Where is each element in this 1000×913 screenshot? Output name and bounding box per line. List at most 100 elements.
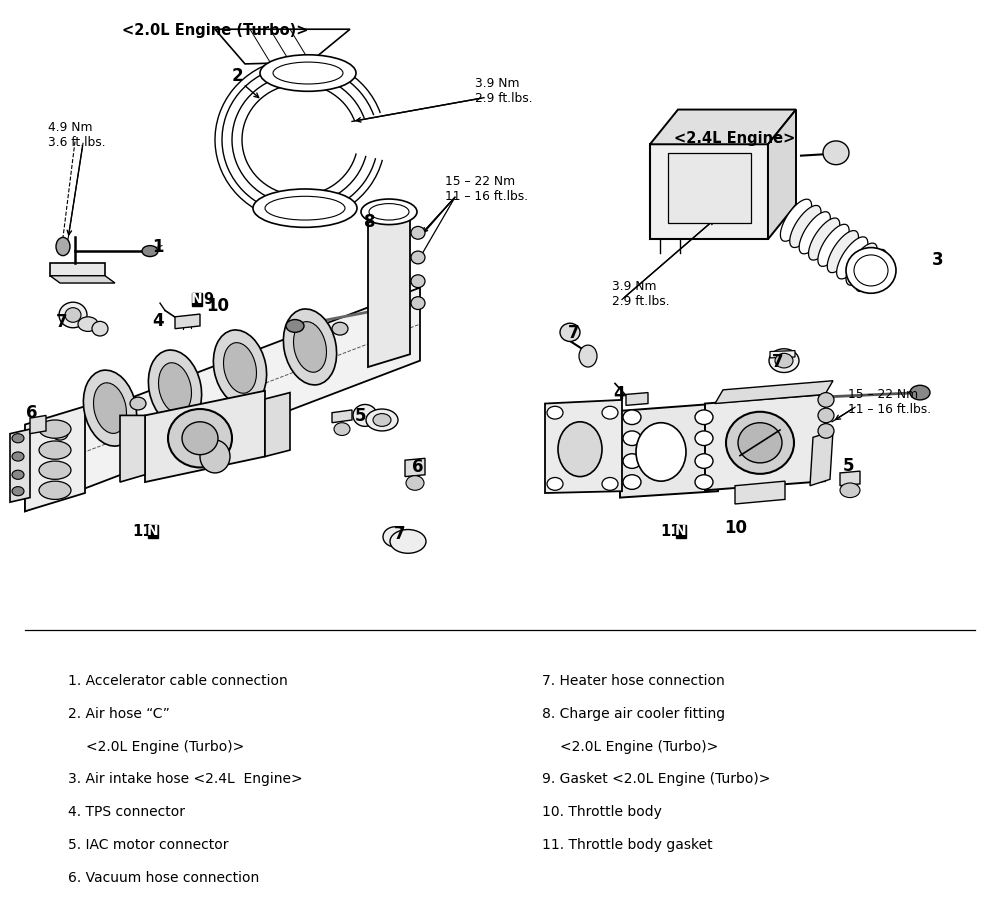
Ellipse shape [366, 409, 398, 431]
Text: 4: 4 [152, 312, 164, 331]
Ellipse shape [799, 212, 830, 254]
Ellipse shape [224, 342, 256, 394]
Ellipse shape [855, 249, 887, 291]
Ellipse shape [213, 330, 267, 406]
Text: 4: 4 [613, 385, 625, 404]
Ellipse shape [39, 441, 71, 459]
Text: 5: 5 [842, 456, 854, 475]
Ellipse shape [411, 297, 425, 310]
Ellipse shape [411, 275, 425, 288]
Text: 7. Heater hose connection: 7. Heater hose connection [542, 674, 725, 687]
Ellipse shape [790, 205, 821, 247]
Ellipse shape [12, 434, 24, 443]
Bar [668, 153, 751, 223]
Ellipse shape [818, 393, 834, 407]
Ellipse shape [59, 302, 87, 328]
Text: 11: 11 [660, 524, 680, 539]
Ellipse shape [558, 422, 602, 477]
Ellipse shape [56, 237, 70, 256]
Ellipse shape [837, 236, 868, 279]
Text: 6. Vacuum hose connection: 6. Vacuum hose connection [68, 871, 259, 885]
Ellipse shape [809, 218, 840, 260]
Ellipse shape [383, 527, 407, 547]
Ellipse shape [846, 247, 896, 293]
Ellipse shape [840, 483, 860, 498]
Text: <2.0L Engine (Turbo)>: <2.0L Engine (Turbo)> [122, 23, 308, 37]
Polygon shape [50, 263, 105, 276]
Ellipse shape [148, 350, 202, 426]
Text: 3. Air intake hose <2.4L  Engine>: 3. Air intake hose <2.4L Engine> [68, 772, 303, 786]
Ellipse shape [373, 414, 391, 426]
Polygon shape [215, 29, 350, 64]
Ellipse shape [623, 454, 641, 468]
Ellipse shape [387, 304, 403, 317]
Polygon shape [175, 314, 200, 329]
Text: 5. IAC motor connector: 5. IAC motor connector [68, 838, 228, 852]
Polygon shape [810, 431, 833, 486]
Text: 2: 2 [231, 67, 243, 85]
Polygon shape [265, 393, 290, 456]
Polygon shape [405, 458, 425, 477]
Ellipse shape [547, 406, 563, 419]
Polygon shape [840, 471, 860, 486]
Ellipse shape [547, 477, 563, 490]
Text: 10: 10 [207, 297, 230, 315]
Ellipse shape [12, 452, 24, 461]
Polygon shape [626, 393, 648, 405]
Ellipse shape [253, 189, 357, 227]
Ellipse shape [854, 255, 888, 286]
Polygon shape [715, 381, 833, 404]
Text: 5: 5 [354, 407, 366, 425]
Ellipse shape [39, 461, 71, 479]
Ellipse shape [406, 476, 424, 490]
Polygon shape [650, 110, 796, 144]
Bar [650, 144, 768, 239]
Ellipse shape [827, 231, 858, 273]
Ellipse shape [695, 410, 713, 425]
Polygon shape [735, 481, 785, 504]
Text: 9: 9 [203, 292, 213, 307]
Ellipse shape [94, 383, 126, 434]
Text: <2.0L Engine (Turbo)>: <2.0L Engine (Turbo)> [560, 740, 718, 753]
Bar [676, 525, 686, 538]
Polygon shape [10, 429, 30, 502]
Ellipse shape [200, 440, 230, 473]
Text: 4. TPS connector: 4. TPS connector [68, 805, 185, 819]
Ellipse shape [602, 406, 618, 419]
Text: 11. Throttle body gasket: 11. Throttle body gasket [542, 838, 713, 852]
Ellipse shape [273, 62, 343, 84]
Polygon shape [770, 351, 795, 358]
Ellipse shape [260, 55, 356, 91]
Ellipse shape [695, 475, 713, 489]
Ellipse shape [286, 320, 304, 332]
Polygon shape [25, 406, 85, 511]
Text: 6: 6 [412, 458, 424, 477]
Text: 6: 6 [26, 404, 38, 422]
Text: 10. Throttle body: 10. Throttle body [542, 805, 662, 819]
Bar [148, 525, 158, 538]
Ellipse shape [769, 349, 799, 373]
Ellipse shape [39, 481, 71, 499]
Ellipse shape [159, 362, 191, 414]
Bar [192, 293, 202, 306]
Ellipse shape [182, 422, 218, 455]
Ellipse shape [78, 317, 98, 331]
Ellipse shape [910, 385, 930, 400]
Text: 15 – 22 Nm
11 – 16 ft.lbs.: 15 – 22 Nm 11 – 16 ft.lbs. [445, 175, 528, 203]
Polygon shape [768, 110, 796, 239]
Ellipse shape [92, 321, 108, 336]
Ellipse shape [775, 353, 793, 368]
Ellipse shape [780, 199, 812, 241]
Text: 7: 7 [394, 525, 406, 543]
Polygon shape [145, 391, 265, 482]
Ellipse shape [623, 431, 641, 446]
Ellipse shape [265, 196, 345, 220]
Ellipse shape [818, 424, 834, 438]
Text: N: N [147, 524, 159, 539]
Ellipse shape [39, 420, 71, 438]
Polygon shape [120, 415, 145, 482]
Text: 3: 3 [932, 251, 944, 269]
Ellipse shape [294, 321, 326, 373]
Polygon shape [30, 415, 46, 434]
Ellipse shape [579, 345, 597, 367]
